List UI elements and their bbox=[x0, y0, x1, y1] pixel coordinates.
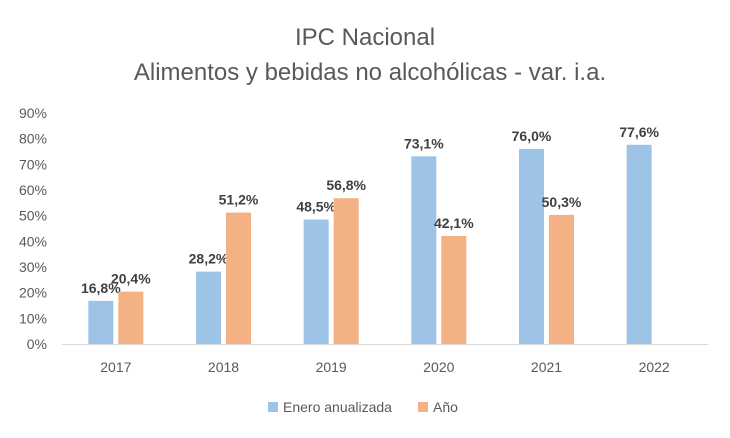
bar-anio bbox=[118, 291, 144, 344]
legend-swatch bbox=[268, 402, 278, 412]
x-tick-label: 2020 bbox=[423, 359, 454, 375]
y-tick-label: 30% bbox=[19, 259, 47, 275]
x-tick-label: 2019 bbox=[316, 359, 347, 375]
y-tick-label: 60% bbox=[19, 182, 47, 198]
y-tick-label: 10% bbox=[19, 310, 47, 326]
data-label: 20,4% bbox=[111, 271, 151, 287]
legend-swatch bbox=[418, 402, 428, 412]
data-label: 76,0% bbox=[512, 128, 552, 144]
bar-enero bbox=[88, 300, 114, 344]
x-tick-label: 2017 bbox=[100, 359, 131, 375]
bar-anio bbox=[441, 235, 467, 344]
data-label: 28,2% bbox=[189, 251, 229, 267]
bar-anio bbox=[226, 212, 251, 344]
bar-enero bbox=[626, 144, 652, 344]
y-tick-label: 70% bbox=[19, 156, 47, 172]
bar-anio bbox=[549, 214, 574, 344]
y-tick-label: 40% bbox=[19, 233, 47, 249]
legend-label: Enero anualizada bbox=[283, 399, 392, 415]
data-label: 50,3% bbox=[542, 194, 582, 210]
chart-subtitle: Alimentos y bebidas no alcohólicas - var… bbox=[134, 59, 606, 86]
y-tick-label: 20% bbox=[19, 285, 47, 301]
chart-title: IPC Nacional bbox=[295, 24, 435, 51]
data-label: 48,5% bbox=[296, 199, 336, 215]
legend-label: Año bbox=[433, 399, 458, 415]
bar-enero bbox=[411, 156, 437, 344]
bar-enero bbox=[196, 271, 221, 344]
bar-anio bbox=[333, 198, 359, 344]
bar-enero bbox=[303, 219, 329, 344]
y-tick-label: 90% bbox=[19, 105, 47, 121]
data-label: 42,1% bbox=[434, 215, 474, 231]
y-tick-label: 80% bbox=[19, 131, 47, 147]
x-tick-label: 2018 bbox=[208, 359, 239, 375]
data-label: 56,8% bbox=[326, 177, 366, 193]
bar-enero bbox=[519, 148, 544, 344]
data-label: 77,6% bbox=[619, 124, 659, 140]
data-label: 51,2% bbox=[219, 192, 259, 208]
x-tick-label: 2021 bbox=[531, 359, 562, 375]
data-label: 16,8% bbox=[81, 280, 121, 296]
data-label: 73,1% bbox=[404, 135, 444, 151]
y-tick-label: 0% bbox=[27, 336, 47, 352]
y-tick-label: 50% bbox=[19, 208, 47, 224]
x-tick-label: 2022 bbox=[639, 359, 670, 375]
